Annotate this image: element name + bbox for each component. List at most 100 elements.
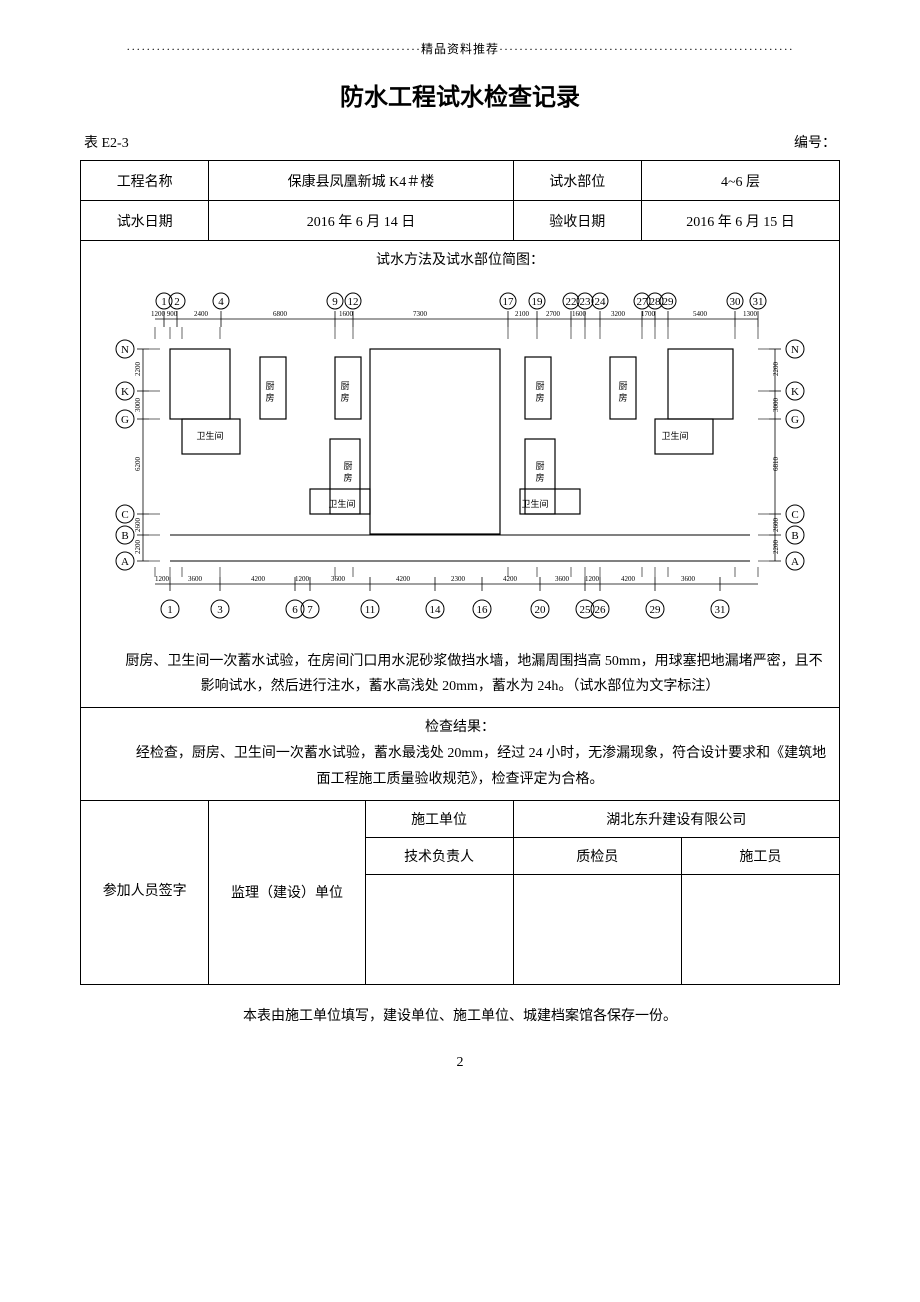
svg-text:G: G <box>791 414 799 426</box>
svg-text:卫生间: 卫生间 <box>661 430 688 441</box>
serial-label: 编号： <box>794 132 836 152</box>
svg-text:厨: 厨 <box>265 381 274 391</box>
svg-text:24: 24 <box>595 296 607 308</box>
svg-text:卫生间: 卫生间 <box>521 498 548 509</box>
svg-text:厨: 厨 <box>618 381 627 391</box>
svg-text:4: 4 <box>218 296 224 308</box>
svg-text:1200: 1200 <box>585 575 600 583</box>
construction-unit-label: 施工单位 <box>365 800 513 837</box>
floor-plan-diagram: 1249121719222324272829303112009002400680… <box>110 289 810 619</box>
svg-text:3000: 3000 <box>134 398 142 413</box>
supervisor-label: 监理（建设）单位 <box>209 800 365 984</box>
svg-text:23: 23 <box>580 296 592 308</box>
svg-text:12: 12 <box>348 296 359 308</box>
svg-text:厨: 厨 <box>535 381 544 391</box>
svg-text:30: 30 <box>730 296 742 308</box>
diagram-container: 1249121719222324272829303112009002400680… <box>91 279 829 634</box>
construction-unit-value: 湖北东升建设有限公司 <box>513 800 839 837</box>
footer-note: 本表由施工单位填写，建设单位、施工单位、城建档案馆各保存一份。 <box>80 1005 840 1025</box>
sign-vertical-label: 参加人员签字 <box>81 800 209 984</box>
svg-text:2200: 2200 <box>134 540 142 555</box>
svg-text:3600: 3600 <box>331 575 346 583</box>
svg-text:房: 房 <box>343 472 352 483</box>
form-header: 表 E2-3 编号： <box>80 132 840 152</box>
svg-text:3600: 3600 <box>681 575 696 583</box>
svg-text:A: A <box>791 556 799 568</box>
svg-text:1: 1 <box>161 296 167 308</box>
svg-text:B: B <box>121 530 128 542</box>
svg-text:C: C <box>121 509 128 521</box>
svg-text:2700: 2700 <box>546 310 561 318</box>
page-number: 2 <box>80 1055 840 1071</box>
test-date-label: 试水日期 <box>81 201 209 241</box>
svg-text:7: 7 <box>307 604 313 616</box>
svg-text:22: 22 <box>566 296 577 308</box>
svg-text:1300: 1300 <box>743 310 758 318</box>
water-part-label: 试水部位 <box>513 161 641 201</box>
diagram-cell: 试水方法及试水部位简图： 124912171922232427282930311… <box>81 241 840 708</box>
diagram-label: 试水方法及试水部位简图： <box>91 249 829 269</box>
svg-text:1600: 1600 <box>339 310 354 318</box>
svg-text:25: 25 <box>580 604 592 616</box>
result-cell: 检查结果： 经检查，厨房、卫生间一次蓄水试验，蓄水最浅处 20mm，经过 24 … <box>81 708 840 800</box>
svg-text:3600: 3600 <box>555 575 570 583</box>
svg-text:17: 17 <box>503 296 515 308</box>
form-code: 表 E2-3 <box>84 132 129 152</box>
svg-text:卫生间: 卫生间 <box>328 498 355 509</box>
qc-sign <box>513 874 681 984</box>
svg-text:4200: 4200 <box>251 575 266 583</box>
project-name-label: 工程名称 <box>81 161 209 201</box>
tech-leader-sign <box>365 874 513 984</box>
svg-text:3: 3 <box>217 604 223 616</box>
svg-text:31: 31 <box>715 604 726 616</box>
svg-text:厨: 厨 <box>535 461 544 471</box>
svg-text:房: 房 <box>340 392 349 403</box>
svg-text:房: 房 <box>535 392 544 403</box>
svg-text:19: 19 <box>532 296 544 308</box>
svg-text:5400: 5400 <box>693 310 708 318</box>
svg-text:2100: 2100 <box>515 310 530 318</box>
svg-text:厨: 厨 <box>343 461 352 471</box>
diagram-description: 厨房、卫生间一次蓄水试验，在房间门口用水泥砂浆做挡水墙，地漏周围挡高 50mm，… <box>91 649 829 699</box>
header-separator: ········································… <box>80 40 840 57</box>
main-table: 工程名称 保康县凤凰新城 K4＃楼 试水部位 4~6 层 试水日期 2016 年… <box>80 160 840 985</box>
svg-text:B: B <box>791 530 798 542</box>
svg-text:900: 900 <box>167 310 178 318</box>
svg-text:2600: 2600 <box>772 518 780 533</box>
worker-label: 施工员 <box>681 837 839 874</box>
svg-text:房: 房 <box>535 472 544 483</box>
svg-text:2200: 2200 <box>134 362 142 377</box>
svg-text:29: 29 <box>650 604 662 616</box>
svg-text:1700: 1700 <box>641 310 656 318</box>
svg-text:26: 26 <box>595 604 607 616</box>
svg-text:4200: 4200 <box>503 575 518 583</box>
svg-text:6800: 6800 <box>273 310 288 318</box>
svg-text:N: N <box>791 344 799 356</box>
table-row: 试水日期 2016 年 6 月 14 日 验收日期 2016 年 6 月 15 … <box>81 201 840 241</box>
table-row: 参加人员签字 监理（建设）单位 施工单位 湖北东升建设有限公司 <box>81 800 840 837</box>
svg-text:27: 27 <box>637 296 649 308</box>
svg-text:4200: 4200 <box>396 575 411 583</box>
svg-text:1200: 1200 <box>151 310 166 318</box>
project-name-value: 保康县凤凰新城 K4＃楼 <box>209 161 513 201</box>
svg-text:卫生间: 卫生间 <box>196 430 223 441</box>
svg-text:K: K <box>791 386 799 398</box>
svg-text:A: A <box>121 556 129 568</box>
table-row: 工程名称 保康县凤凰新城 K4＃楼 试水部位 4~6 层 <box>81 161 840 201</box>
svg-text:3600: 3600 <box>188 575 203 583</box>
svg-text:29: 29 <box>663 296 675 308</box>
svg-text:6200: 6200 <box>134 457 142 472</box>
result-text: 经检查，厨房、卫生间一次蓄水试验，蓄水最浅处 20mm，经过 24 小时，无渗漏… <box>91 741 829 791</box>
water-part-value: 4~6 层 <box>641 161 839 201</box>
svg-text:4200: 4200 <box>621 575 636 583</box>
svg-text:2200: 2200 <box>772 540 780 555</box>
svg-text:14: 14 <box>430 604 442 616</box>
svg-text:1: 1 <box>167 604 173 616</box>
svg-text:11: 11 <box>365 604 376 616</box>
table-row: 检查结果： 经检查，厨房、卫生间一次蓄水试验，蓄水最浅处 20mm，经过 24 … <box>81 708 840 800</box>
svg-text:6: 6 <box>292 604 298 616</box>
accept-date-label: 验收日期 <box>513 201 641 241</box>
svg-text:2300: 2300 <box>451 575 466 583</box>
svg-text:G: G <box>121 414 129 426</box>
svg-text:N: N <box>121 344 129 356</box>
